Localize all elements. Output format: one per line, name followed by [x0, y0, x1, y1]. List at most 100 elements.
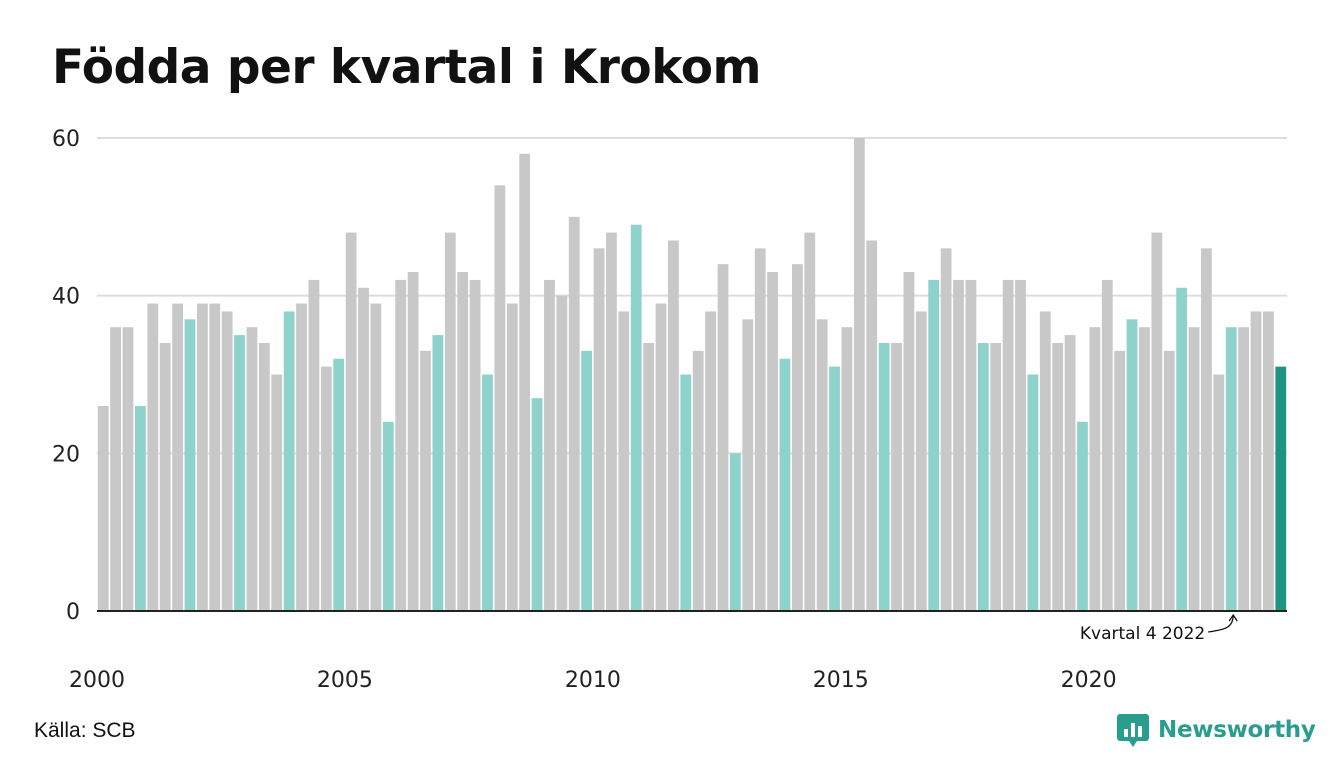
bar	[1139, 327, 1150, 611]
bar	[1238, 327, 1250, 611]
x-tick-label: 2020	[1061, 668, 1117, 693]
bar	[1213, 374, 1225, 611]
axes: 0 20 40 60 2000 2005 2010 2015 2020	[52, 127, 1287, 693]
bar	[234, 335, 245, 611]
bar	[903, 272, 915, 611]
bar	[915, 311, 927, 611]
y-tick-label: 40	[52, 285, 80, 310]
x-tick-label: 2015	[813, 668, 869, 693]
bar	[358, 287, 369, 611]
bar	[432, 335, 444, 611]
bar	[853, 138, 865, 611]
bar	[1176, 287, 1188, 611]
annotation: Kvartal 4 2022	[1080, 613, 1238, 644]
bar	[791, 264, 803, 611]
y-tick-label: 20	[52, 442, 80, 467]
bar	[395, 279, 407, 611]
bar	[655, 303, 667, 611]
bar	[804, 232, 816, 611]
bar	[122, 327, 134, 611]
y-tick-label: 0	[66, 600, 80, 625]
bar	[1077, 421, 1088, 611]
bar	[1163, 350, 1175, 611]
bar	[767, 272, 778, 611]
bar	[729, 453, 741, 611]
bar	[1064, 335, 1076, 611]
annotation-label: Kvartal 4 2022	[1080, 624, 1205, 644]
bar	[643, 342, 655, 611]
bar	[1188, 327, 1200, 611]
newsworthy-logo-icon	[1117, 714, 1149, 747]
bar	[134, 406, 146, 611]
bar	[246, 327, 258, 611]
bar	[221, 311, 233, 611]
bar	[568, 216, 580, 611]
bar	[593, 248, 605, 611]
bar	[457, 272, 469, 611]
bar	[519, 153, 531, 611]
bar	[420, 350, 431, 611]
bar	[556, 295, 568, 611]
bar	[271, 374, 283, 611]
bar	[866, 240, 878, 612]
bar	[1275, 366, 1287, 611]
bar	[928, 279, 940, 611]
bar	[940, 248, 952, 611]
bar	[1126, 319, 1138, 611]
bar	[370, 303, 382, 611]
bar	[172, 303, 183, 611]
bar	[606, 232, 617, 611]
bar	[1114, 350, 1126, 611]
brand-name: Newsworthy	[1158, 717, 1316, 743]
bar	[345, 232, 357, 611]
bar	[668, 240, 679, 612]
bar	[754, 248, 766, 611]
bar	[333, 358, 345, 611]
x-tick-label: 2010	[565, 668, 621, 693]
x-tick-label: 2005	[317, 668, 373, 693]
bar	[482, 374, 493, 611]
source-label: Källa: SCB	[34, 719, 136, 742]
bar	[1263, 311, 1274, 611]
bar	[494, 185, 506, 612]
bar	[196, 303, 208, 611]
bar	[469, 279, 481, 611]
bar	[506, 303, 518, 611]
bar	[407, 272, 419, 611]
chart-title: Födda per kvartal i Krokom	[52, 40, 761, 95]
bar	[531, 398, 543, 611]
bar	[680, 374, 692, 611]
bar	[283, 311, 295, 611]
bar	[1250, 311, 1262, 611]
brand-logo: Newsworthy	[1116, 712, 1316, 748]
x-tick-label: 2000	[69, 668, 125, 693]
bar	[630, 224, 642, 611]
bar	[308, 279, 320, 611]
bar	[320, 366, 332, 611]
bar	[977, 342, 989, 611]
bar	[618, 311, 630, 611]
annotation-arrowhead	[1228, 613, 1238, 622]
bar	[296, 303, 307, 611]
bar	[444, 232, 456, 611]
bar	[147, 303, 159, 611]
bar	[891, 342, 902, 611]
bar	[779, 358, 791, 611]
bar	[1027, 374, 1039, 611]
bar	[692, 350, 704, 611]
y-tick-label: 60	[52, 127, 80, 152]
bar	[110, 327, 121, 611]
bars	[97, 138, 1287, 612]
bar	[209, 303, 221, 611]
bar	[1039, 311, 1051, 611]
bar	[717, 264, 729, 611]
bar	[544, 279, 555, 611]
bar	[97, 406, 109, 611]
bar	[258, 342, 270, 611]
bar	[816, 319, 828, 611]
annotation-arrow	[1208, 614, 1234, 633]
bar	[1201, 248, 1212, 611]
bar	[1002, 279, 1014, 611]
bar	[742, 319, 754, 611]
